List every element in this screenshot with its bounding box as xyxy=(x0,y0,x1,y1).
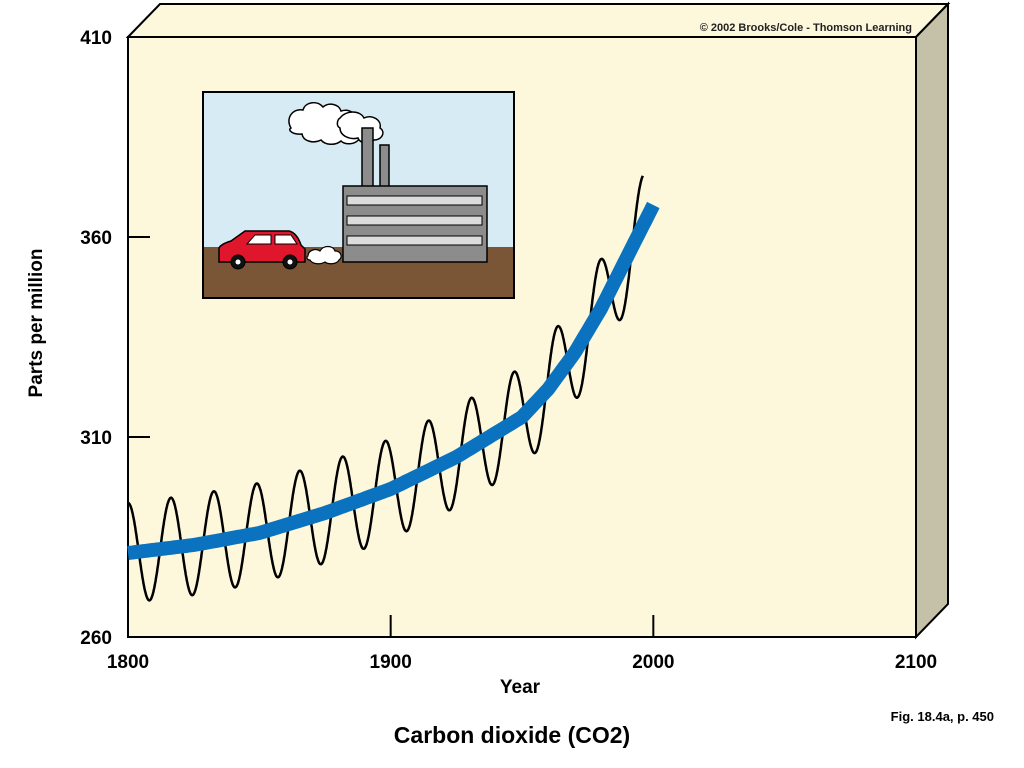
car-icon xyxy=(218,230,306,270)
inset-frame xyxy=(202,91,515,299)
credit-text: © 2002 Brooks/Cole - Thomson Learning xyxy=(700,22,912,34)
x-tick-label: 1800 xyxy=(107,652,149,673)
co2-trend-line xyxy=(127,201,660,560)
x-tick-label: 2100 xyxy=(895,652,937,673)
y-tick-label: 360 xyxy=(80,228,112,249)
y-axis-title: Parts per million xyxy=(26,249,47,398)
seasonal-cycle-line xyxy=(127,175,644,602)
figure-reference: Fig. 18.4a, p. 450 xyxy=(890,709,994,724)
factory-icon xyxy=(342,127,488,263)
y-axis: 260 310 360 410 xyxy=(80,28,150,649)
x-tick-label: 1900 xyxy=(370,652,412,673)
y-tick-label: 410 xyxy=(80,28,112,49)
panel-side-face xyxy=(915,1,949,640)
caption: Carbon dioxide (CO2) xyxy=(393,722,631,748)
y-tick-label: 260 xyxy=(80,628,112,649)
x-tick-label: 2000 xyxy=(632,652,674,673)
inset-illustration xyxy=(202,91,515,299)
exhaust-cloud-icon xyxy=(306,245,342,265)
smoke-cloud-icon xyxy=(288,102,384,145)
x-axis: 1800 1900 2000 2100 xyxy=(107,615,937,673)
x-axis-title: Year xyxy=(500,677,541,698)
y-tick-label: 310 xyxy=(80,428,112,449)
